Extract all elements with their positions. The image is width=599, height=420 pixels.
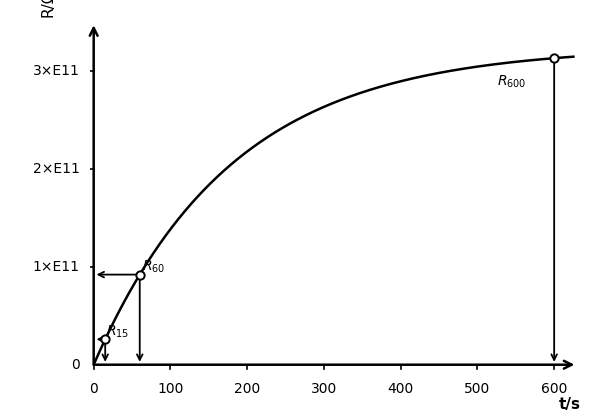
Text: 300: 300 xyxy=(311,382,337,396)
Text: 600: 600 xyxy=(541,382,567,396)
Text: 3×E11: 3×E11 xyxy=(33,64,80,78)
Text: 2×E11: 2×E11 xyxy=(33,162,80,176)
Text: 1×E11: 1×E11 xyxy=(33,260,80,274)
Text: R/Ω: R/Ω xyxy=(40,0,55,18)
Text: 500: 500 xyxy=(464,382,491,396)
Text: $R_{60}$: $R_{60}$ xyxy=(142,259,165,275)
Text: 400: 400 xyxy=(388,382,414,396)
Text: 0: 0 xyxy=(89,382,98,396)
Text: $R_{15}$: $R_{15}$ xyxy=(106,323,129,340)
Text: 100: 100 xyxy=(158,382,184,396)
Text: $R_{600}$: $R_{600}$ xyxy=(497,74,526,90)
Text: 0: 0 xyxy=(71,358,80,372)
Text: t/s: t/s xyxy=(558,397,580,412)
Text: 200: 200 xyxy=(234,382,261,396)
